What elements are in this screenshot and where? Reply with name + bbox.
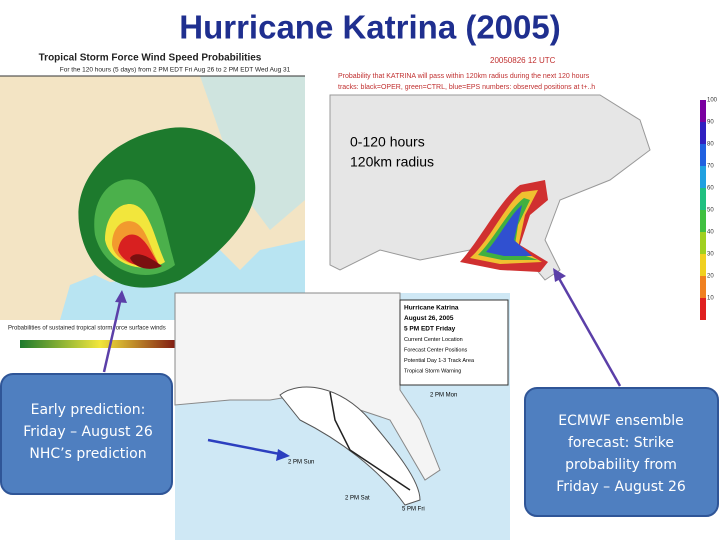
map-title: 20050826 12 UTC: [490, 56, 556, 65]
colorbar-swatch: [700, 254, 706, 276]
colorbar-tick: 40: [707, 230, 714, 236]
map-title: Tropical Storm Force Wind Speed Probabil…: [39, 53, 262, 64]
callout-text: NHC’s prediction: [29, 446, 146, 462]
colorbar-tick: 80: [707, 142, 714, 148]
callout-right: ECMWF ensemble forecast: Strike probabil…: [524, 268, 719, 517]
colorbar-swatch: [700, 122, 706, 144]
legend-text: Hurricane Katrina: [404, 305, 459, 312]
colorbar-tick: 30: [707, 252, 714, 258]
track-label: 2 PM Mon: [430, 393, 457, 399]
callout-text: ECMWF ensemble: [558, 413, 683, 429]
ensemble-map: 20050826 12 UTC Probability that KATRINA…: [329, 55, 718, 335]
colorbar-swatch: [700, 100, 706, 122]
nhc-map: 2 PM Mon 2 PM Sun 2 PM Sat 5 PM Fri Hurr…: [174, 292, 510, 540]
colorbar-tick: 90: [707, 120, 714, 126]
colorbar-tick: 10: [707, 296, 714, 302]
map-footnote: Probabilities of sustained tropical stor…: [8, 326, 166, 332]
map-subtitle: For the 120 hours (5 days) from 2 PM EDT…: [60, 67, 291, 74]
colorbar-swatch: [700, 188, 706, 210]
colorbar: 100 90 80 70 60 50 40 30 20 10: [700, 98, 718, 320]
colorbar-swatch: [700, 144, 706, 166]
callout-text: forecast: Strike: [568, 435, 674, 451]
colorbar-swatch: [700, 166, 706, 188]
legend-text: Tropical Storm Warning: [404, 368, 461, 374]
colorbar-tick: 20: [707, 274, 714, 280]
track-label: 5 PM Fri: [402, 507, 425, 513]
callout-text: Friday – August 26: [23, 424, 153, 440]
legend-text: Current Center Location: [404, 337, 463, 343]
track-label: 2 PM Sun: [288, 460, 314, 466]
annotation: 0-120 hours: [350, 134, 425, 150]
callout-left: Early prediction: Friday – August 26 NHC…: [0, 290, 290, 495]
colorbar-tick: 50: [707, 208, 714, 214]
map-tracks: tracks: black=OPER, green=CTRL, blue=EPS…: [338, 84, 595, 91]
callout-text: Early prediction:: [31, 402, 146, 418]
colorbar-tick: 70: [707, 164, 714, 170]
colorbar-swatch: [700, 232, 706, 254]
slide-title: Hurricane Katrina (2005): [179, 9, 560, 46]
colorbar-tick: 100: [707, 98, 718, 104]
map-caption: Probability that KATRINA will pass withi…: [338, 73, 590, 80]
colorbar-swatch: [700, 276, 706, 298]
legend-text: 5 PM EDT Friday: [404, 326, 456, 333]
wind-map: Tropical Storm Force Wind Speed Probabil…: [0, 50, 305, 355]
callout-text: probability from: [565, 457, 677, 473]
legend-text: Potential Day 1-3 Track Area: [404, 358, 475, 364]
colorbar-tick: 60: [707, 186, 714, 192]
annotation: 120km radius: [350, 154, 434, 170]
legend-text: August 26, 2005: [404, 315, 454, 322]
colorbar-swatch: [700, 210, 706, 232]
track-label: 2 PM Sat: [345, 496, 370, 502]
legend-text: Forecast Center Positions: [404, 347, 468, 353]
map-legend: Hurricane Katrina August 26, 2005 5 PM EDT…: [404, 305, 475, 375]
callout-text: Friday – August 26: [556, 479, 686, 495]
colorbar-swatch: [700, 298, 706, 320]
